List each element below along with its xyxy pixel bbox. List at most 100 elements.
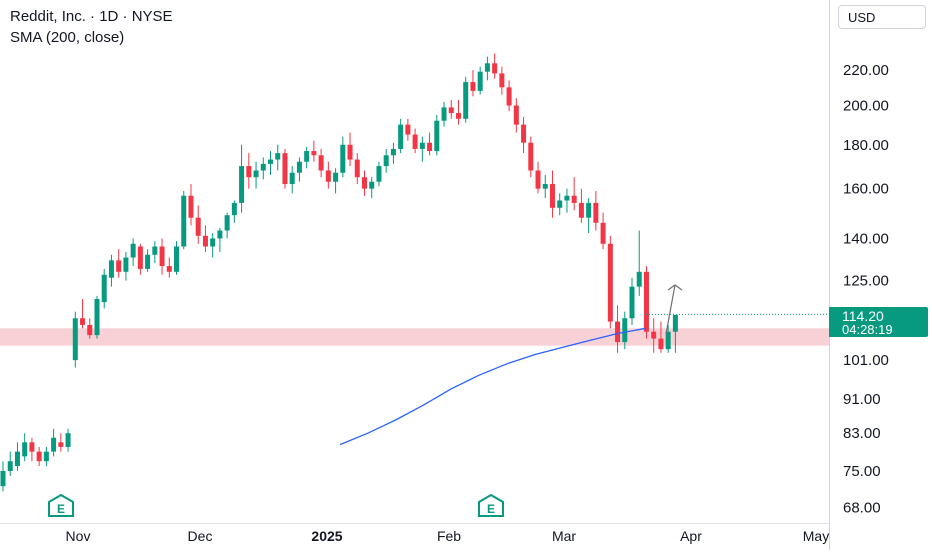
candle-body (217, 230, 223, 239)
x-tick-label: May (803, 528, 829, 544)
candle-body (101, 274, 107, 303)
candle-body (571, 195, 577, 203)
candle-body (434, 120, 440, 152)
candle-body (14, 451, 20, 467)
candle-body (166, 266, 172, 272)
candle-body (340, 144, 346, 173)
candle-body (108, 260, 114, 278)
candle-body (636, 271, 642, 287)
candle-body (470, 82, 476, 91)
candle-body (58, 442, 64, 447)
candle-body (549, 184, 555, 208)
candle-body (260, 163, 266, 171)
candle-body (607, 243, 613, 322)
candle-body (87, 324, 93, 336)
y-tick-label: 140.00 (843, 230, 889, 247)
candle-body (202, 235, 208, 247)
candle-body (51, 437, 57, 452)
candle-body (296, 161, 302, 173)
candle-body (499, 73, 505, 88)
candle-body (253, 170, 259, 178)
candle-body (651, 331, 657, 339)
candle-body (412, 134, 418, 149)
y-tick-label: 91.00 (843, 391, 881, 408)
last-price-value: 114.20 (842, 308, 884, 324)
y-tick-label: 101.00 (843, 352, 889, 369)
candle-body (137, 246, 143, 269)
candle-body (36, 451, 42, 462)
candle-body (80, 318, 86, 325)
candle-body (484, 63, 490, 72)
candle-body (195, 217, 201, 236)
candle-body (152, 246, 158, 255)
candle-body (593, 202, 599, 223)
x-tick-label: Nov (66, 528, 91, 544)
candle-body (289, 172, 295, 185)
candle-body (492, 63, 498, 74)
y-tick-label: 125.00 (843, 273, 889, 290)
candle-body (246, 166, 252, 178)
x-tick-label: Apr (680, 528, 702, 544)
candle-body (586, 202, 592, 218)
indicator-label: SMA (200, close) (10, 29, 125, 46)
candle-body (94, 298, 100, 336)
candle-body (658, 338, 664, 350)
candle-body (318, 155, 324, 171)
candle-body (333, 172, 339, 182)
candle-body (600, 222, 606, 244)
candle-body (188, 195, 194, 218)
candle-body (615, 321, 621, 343)
x-tick-label: Dec (188, 528, 213, 544)
candle-body (528, 142, 534, 171)
candle-body (455, 113, 461, 119)
y-tick-label: 220.00 (843, 62, 889, 79)
candle-body (239, 166, 245, 203)
candle-body (231, 202, 237, 216)
candle-body (564, 195, 570, 201)
candle-body (521, 124, 527, 143)
candle-body (376, 166, 382, 182)
x-tick-label: Feb (437, 528, 461, 544)
x-tick-label: Mar (552, 528, 576, 544)
candle-body (477, 71, 483, 91)
candle-body (130, 243, 136, 258)
candle-body (557, 200, 563, 208)
last-price-tag: 114.20 04:28:19 (829, 307, 928, 337)
candle-body (513, 105, 519, 125)
candle-body (268, 159, 274, 164)
candle-body (448, 107, 454, 114)
y-tick-label: 180.00 (843, 137, 889, 154)
candle-body (159, 246, 165, 267)
candle-body (390, 148, 396, 156)
candle-body (463, 82, 469, 119)
earnings-marker-icon[interactable] (478, 493, 504, 517)
price-zone-band (0, 328, 829, 346)
candle-body (383, 155, 389, 167)
candle-body (405, 124, 411, 135)
candle-body (224, 215, 230, 231)
candle-body (622, 318, 628, 343)
sma-line (339, 327, 647, 446)
candle-body (282, 153, 288, 185)
candle-body (362, 177, 367, 189)
candle-body (629, 286, 635, 319)
candle-body (7, 461, 13, 471)
currency-label: USD (848, 9, 876, 25)
currency-selector[interactable]: USD (838, 5, 926, 29)
y-tick-label: 68.00 (843, 500, 881, 517)
candle-body (210, 238, 216, 247)
candle-body (535, 170, 541, 189)
candle-body (311, 151, 317, 156)
candle-body (174, 246, 180, 272)
trend-arrow-line (665, 284, 676, 335)
candle-body (29, 442, 35, 452)
candle-body (578, 202, 584, 218)
candle-body (665, 331, 671, 350)
candle-body (506, 87, 512, 106)
candle-body (43, 451, 49, 462)
countdown-value: 04:28:19 (842, 322, 893, 337)
candle-body (542, 184, 548, 189)
earnings-marker-icon[interactable] (48, 493, 74, 517)
